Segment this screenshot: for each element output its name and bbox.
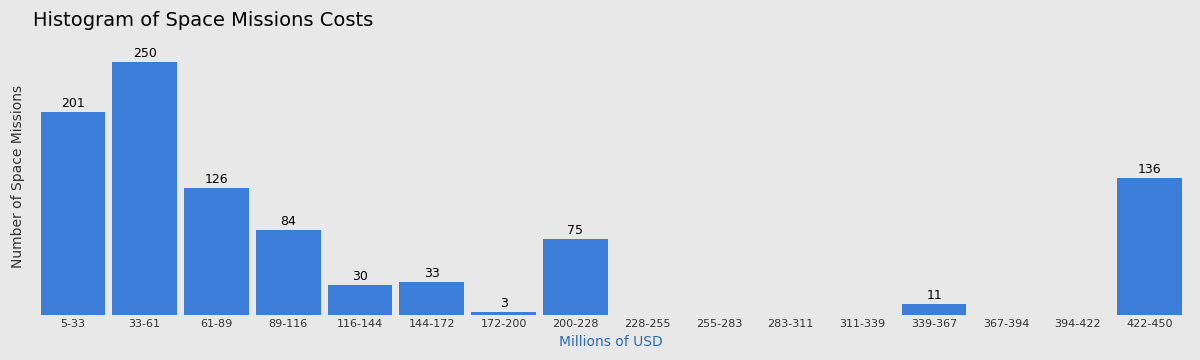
Bar bbox=[41, 112, 106, 315]
Text: 84: 84 bbox=[281, 215, 296, 228]
X-axis label: Millions of USD: Millions of USD bbox=[559, 335, 664, 349]
Text: 201: 201 bbox=[61, 97, 85, 110]
Bar bbox=[256, 230, 320, 315]
Y-axis label: Number of Space Missions: Number of Space Missions bbox=[11, 85, 25, 268]
Bar bbox=[113, 63, 176, 315]
Bar bbox=[1117, 178, 1182, 315]
Text: 33: 33 bbox=[424, 267, 439, 280]
Bar bbox=[328, 285, 392, 315]
Bar bbox=[472, 312, 536, 315]
Text: 30: 30 bbox=[352, 270, 368, 283]
Text: Histogram of Space Missions Costs: Histogram of Space Missions Costs bbox=[34, 11, 373, 30]
Text: 75: 75 bbox=[568, 224, 583, 237]
Bar bbox=[902, 304, 966, 315]
Bar bbox=[184, 188, 248, 315]
Text: 11: 11 bbox=[926, 289, 942, 302]
Text: 250: 250 bbox=[133, 48, 157, 60]
Text: 3: 3 bbox=[499, 297, 508, 310]
Bar bbox=[542, 239, 607, 315]
Text: 126: 126 bbox=[205, 173, 228, 186]
Text: 136: 136 bbox=[1138, 163, 1162, 176]
Bar bbox=[400, 282, 464, 315]
